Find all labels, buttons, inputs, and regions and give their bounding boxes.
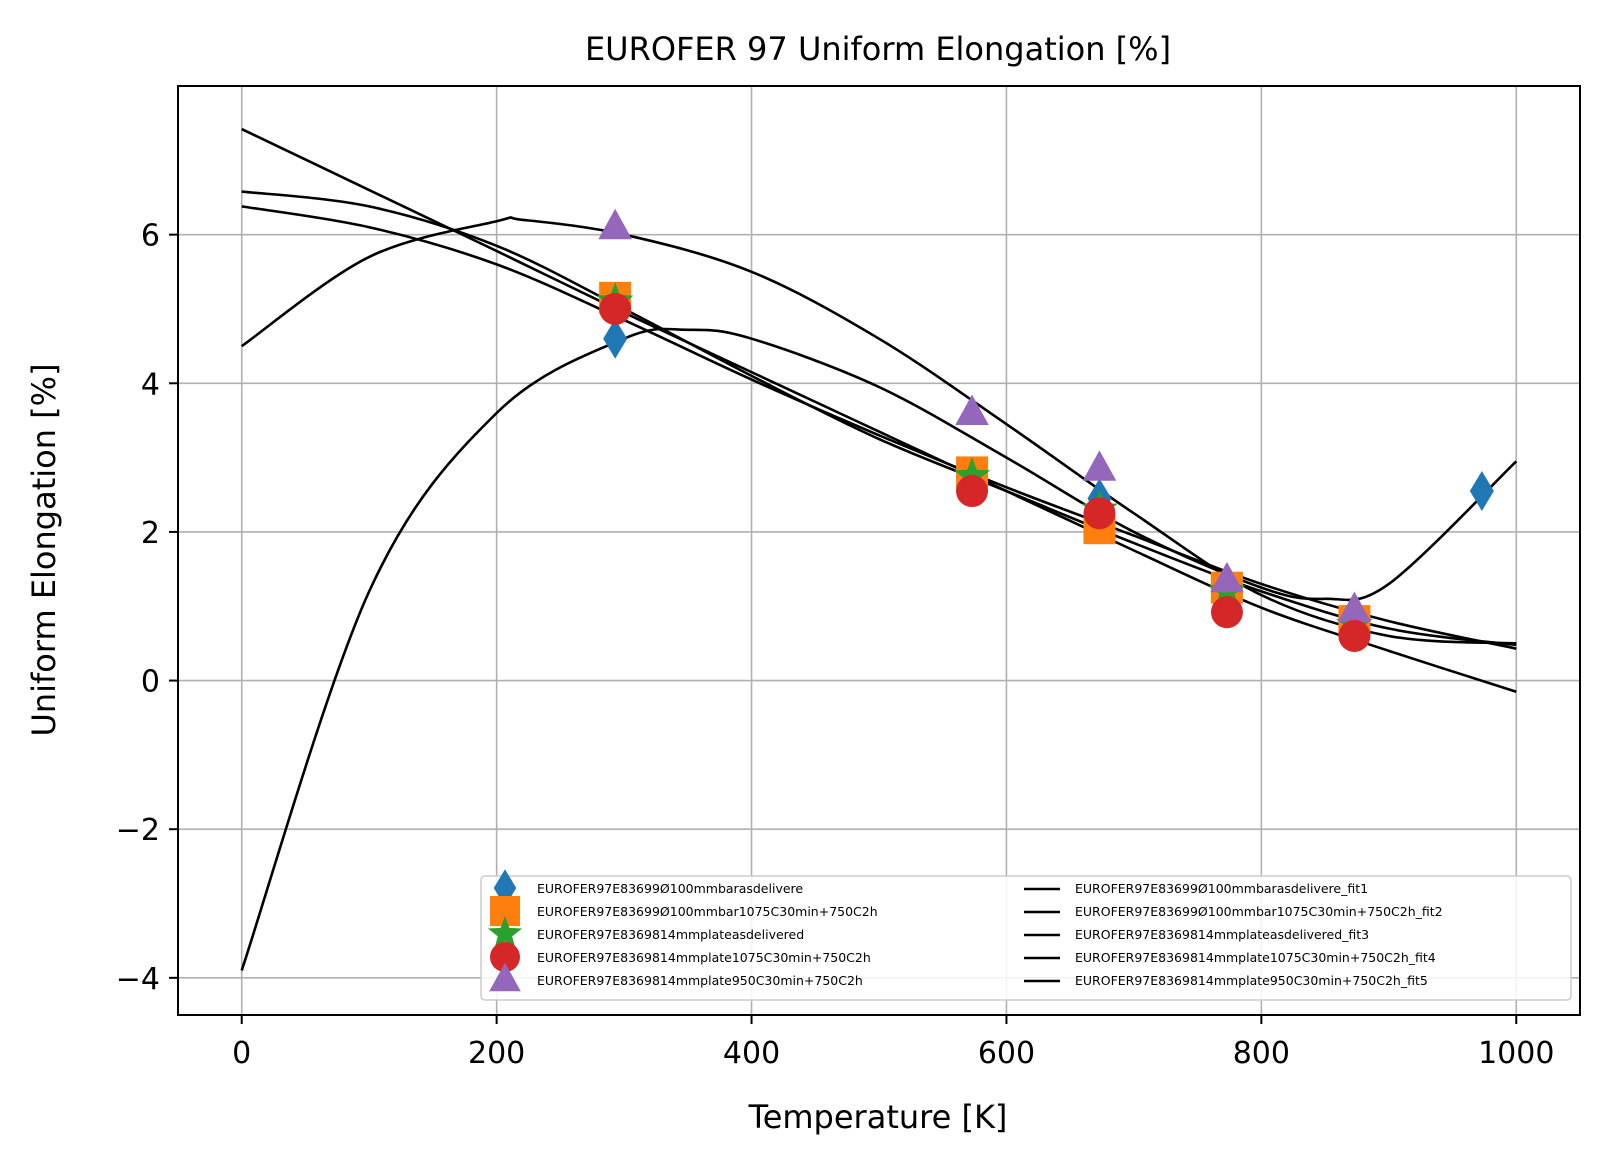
x-tick-label: 800 [1233,1036,1290,1071]
fit-line-3 [241,190,1517,647]
data-markers [596,208,1494,652]
legend-label: EUROFER97E8369814mmplateasdelivered_fit3 [1075,927,1369,942]
y-tick-label: −4 [116,962,160,997]
fit-line-5 [240,216,1517,645]
data-point-circle [956,475,989,508]
y-axis-label: Uniform Elongation [%] [25,363,63,736]
y-axis: −4 −2 0 2 4 6 [116,219,178,997]
y-tick-label: 6 [141,219,160,254]
data-point-circle [1083,497,1116,530]
legend-label: EUROFER97E8369814mmplateasdelivered [537,927,804,942]
chart-title: EUROFER 97 Uniform Elongation [%] [585,30,1171,68]
x-tick-label: 200 [468,1036,525,1071]
data-point-triangle [598,208,632,240]
x-axis: 0 200 400 600 800 1000 [232,1015,1554,1071]
data-point-circle [599,292,632,325]
legend-box [480,875,1572,1001]
fit-line-1 [240,327,1518,971]
data-point-triangle [1210,561,1244,593]
data-point-star [953,456,991,492]
plot-frame [177,85,1581,1016]
y-tick-label: 0 [141,665,160,700]
x-tick-label: 0 [232,1036,251,1071]
data-point-triangle [1337,591,1372,622]
fit-line-4 [241,205,1517,650]
data-point-circle [1210,596,1243,629]
legend-label: EUROFER97E8369814mmplate950C30min+750C2h [537,973,863,988]
x-tick-label: 600 [978,1036,1035,1071]
legend-label: EUROFER97E83699Ø100mmbar1075C30min+750C2… [1075,904,1443,919]
x-tick-label: 400 [723,1036,780,1071]
x-axis-label: Temperature [K] [748,1098,1008,1136]
legend-label: EUROFER97E83699Ø100mmbar1075C30min+750C2… [537,904,878,919]
grid [178,86,1580,1015]
legend-marker-star [487,916,523,949]
legend-label: EUROFER97E83699Ø100mmbarasdelivere_fit1 [1075,881,1368,896]
data-point-diamond [1469,471,1494,512]
x-tick-label: 1000 [1478,1036,1554,1071]
y-tick-label: 2 [141,516,160,551]
legend-label: EUROFER97E8369814mmplate1075C30min+750C2… [1075,950,1436,965]
legend-marker-circle [490,942,520,972]
y-tick-label: 4 [141,367,160,402]
data-point-triangle [1082,450,1117,481]
legend-label: EUROFER97E8369814mmplate1075C30min+750C2… [537,950,871,965]
legend-label: EUROFER97E83699Ø100mmbarasdelivere [537,881,803,896]
fit-lines [240,127,1518,971]
data-point-diamond [603,318,628,359]
legend-marker-triangle [489,962,521,992]
data-point-triangle [955,394,989,426]
data-point-circle [1338,619,1371,652]
y-tick-label: −2 [116,813,160,848]
legend: EUROFER97E83699Ø100mmbarasdelivere EUROFE… [480,869,1572,1001]
legend-label: EUROFER97E8369814mmplate950C30min+750C2h… [1075,973,1428,988]
